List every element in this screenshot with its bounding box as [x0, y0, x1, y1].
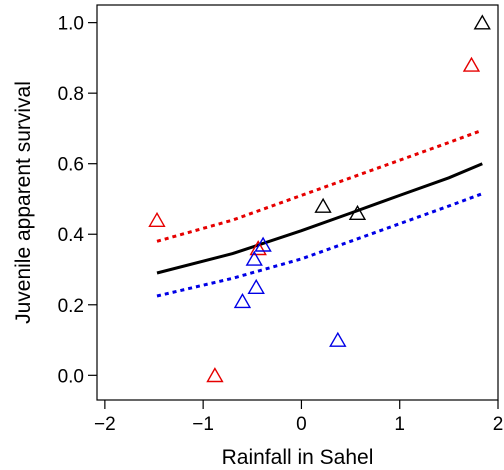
- confidence-line: [156, 192, 483, 298]
- data-point: [245, 250, 263, 266]
- fit-line: [156, 162, 483, 275]
- y-tick-label: 0.6: [58, 155, 84, 176]
- y-tick-label: 1.0: [58, 14, 84, 35]
- x-axis-ticks: −2 −1 0 1 2: [94, 400, 503, 435]
- confidence-line: [156, 128, 483, 243]
- x-tick-label: 0: [296, 414, 307, 435]
- x-axis-title: Rainfall in Sahel: [222, 446, 374, 469]
- data-point: [329, 331, 347, 347]
- data-point: [206, 367, 224, 383]
- x-tick-label: −2: [94, 414, 116, 435]
- y-axis-ticks: 0.0 0.2 0.4 0.6 0.8 1.0: [58, 14, 97, 387]
- fit-lines: [156, 128, 483, 298]
- data-points: [148, 14, 491, 383]
- y-tick-label: 0.4: [58, 225, 85, 246]
- data-point: [314, 197, 332, 213]
- x-tick-label: 2: [493, 414, 504, 435]
- data-point: [249, 240, 267, 256]
- x-tick-label: 1: [394, 414, 405, 435]
- x-tick-label: −1: [192, 414, 214, 435]
- data-point: [233, 292, 252, 309]
- data-point: [247, 278, 265, 294]
- y-axis-title: Juvenile apparent survival: [12, 81, 35, 324]
- data-point: [148, 211, 166, 228]
- data-point: [473, 14, 491, 30]
- data-point: [348, 204, 367, 221]
- y-tick-label: 0.8: [58, 84, 84, 105]
- data-point: [462, 56, 481, 72]
- y-tick-label: 0.2: [58, 296, 84, 317]
- y-tick-label: 0.0: [58, 366, 84, 387]
- plot-frame: [96, 4, 499, 401]
- data-point: [254, 236, 272, 252]
